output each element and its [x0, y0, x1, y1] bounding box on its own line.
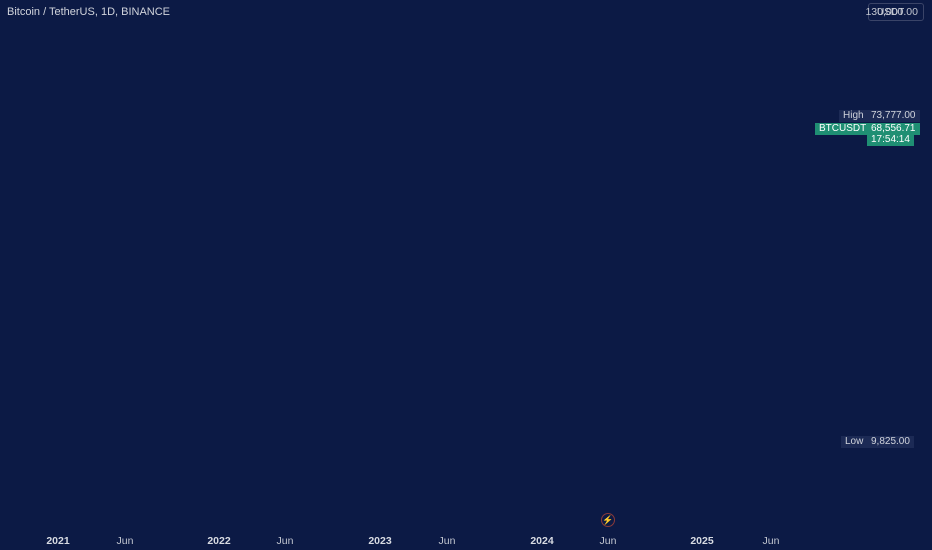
time-axis-label: 2022: [207, 535, 231, 547]
time-axis-label: Jun: [762, 535, 780, 547]
chart-area[interactable]: Bitcoin / TetherUS, 1D, BINANCE ⚡: [0, 0, 866, 550]
time-axis-label: 2021: [46, 535, 70, 547]
low-value: 9,825.00: [867, 436, 914, 448]
price-axis[interactable]: 130,000.00110,000.0095,000.0079,000.0055…: [865, 0, 932, 550]
time-axis-label: Jun: [116, 535, 134, 547]
price-axis-label: 130,000.00: [865, 6, 918, 18]
time-axis-label: Jun: [276, 535, 294, 547]
time-axis-label: Jun: [599, 535, 617, 547]
chart-title: Bitcoin / TetherUS, 1D, BINANCE: [7, 6, 171, 18]
time-axis-label: 2024: [530, 535, 554, 547]
last-price-tag: 68,556.71: [867, 123, 920, 135]
time-axis-label: 2025: [690, 535, 714, 547]
chart-canvas[interactable]: [0, 0, 866, 550]
high-label: High: [839, 110, 868, 122]
low-label: Low: [841, 436, 868, 448]
countdown-tag: 17:54:14: [867, 134, 914, 146]
time-axis-label: Jun: [438, 535, 456, 547]
lightning-icon[interactable]: ⚡: [601, 513, 615, 527]
high-value: 73,777.00: [867, 110, 920, 122]
time-axis-label: 2023: [368, 535, 392, 547]
symbol-tag: BTCUSDT: [815, 123, 871, 135]
currency-button[interactable]: USDT: [868, 3, 924, 21]
